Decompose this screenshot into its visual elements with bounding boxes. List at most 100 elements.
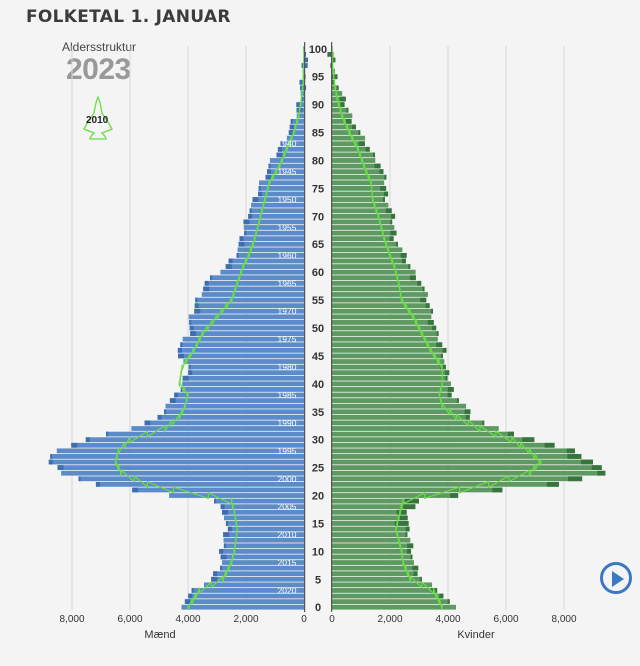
- male-bar-age-30: [85, 437, 295, 443]
- female-bar-age-67: [332, 230, 397, 236]
- male-bar-age-71: [249, 208, 288, 214]
- male-bar-tail-55: [294, 297, 304, 303]
- female-bar-edge-13: [405, 532, 408, 538]
- female-bar-age-43: [332, 364, 446, 370]
- male-bar-age-68: [243, 225, 286, 230]
- male-bar-edge-30: [85, 437, 90, 443]
- female-bar-age-91: [332, 96, 346, 102]
- female-bar-age-22: [332, 481, 559, 487]
- male-bar-tail-47: [292, 342, 304, 348]
- birth-year-tick-1965: 1965: [278, 278, 297, 288]
- male-bar-age-23: [78, 476, 287, 482]
- female-bar-age-84: [332, 135, 366, 141]
- male-bar-age-46: [177, 347, 288, 353]
- male-bar-tail-67: [292, 230, 304, 236]
- female-bar-age-73: [332, 197, 385, 202]
- female-bar-edge-99: [327, 51, 334, 57]
- male-bar-age-17: [222, 509, 292, 515]
- male-bar-age-69: [243, 219, 290, 225]
- female-bar-age-8: [332, 560, 414, 565]
- age-tick-75: 75: [312, 183, 324, 195]
- age-tick-45: 45: [312, 351, 324, 363]
- female-bar-edge-9: [410, 554, 413, 560]
- male-bar-tail-35: [294, 409, 304, 415]
- female-bar-edge-86: [351, 124, 356, 130]
- female-bar-edge-58: [417, 280, 422, 286]
- female-bar-edge-2: [439, 593, 444, 599]
- male-bar-age-43: [188, 364, 286, 370]
- female-bar-age-54: [332, 303, 430, 309]
- male-bar-age-77: [265, 174, 292, 180]
- male-bar-age-75: [258, 186, 294, 191]
- female-bar-age-83: [332, 141, 365, 147]
- female-bar-edge-35: [464, 409, 471, 415]
- female-bar-edge-55: [420, 297, 427, 303]
- female-bar-edge-93: [336, 85, 339, 91]
- male-bar-age-34: [157, 414, 290, 420]
- female-bar-age-66: [332, 236, 394, 242]
- male-bar-age-70: [248, 213, 294, 219]
- birth-year-tick-1980: 1980: [278, 362, 297, 372]
- female-bar-age-15: [332, 521, 409, 526]
- male-bar-tail-9: [290, 554, 304, 560]
- female-bar-edge-43: [439, 364, 446, 370]
- female-bar-age-13: [332, 532, 408, 538]
- female-bar-age-72: [332, 202, 389, 208]
- age-tick-40: 40: [312, 379, 324, 391]
- male-bar-edge-79: [268, 163, 271, 169]
- male-bar-edge-86: [289, 124, 294, 130]
- female-bar-age-68: [332, 225, 395, 230]
- male-bar-age-84: [286, 135, 290, 141]
- female-axis-line: [331, 42, 333, 612]
- female-bar-edge-71: [385, 208, 392, 214]
- male-bar-edge-51: [189, 320, 192, 325]
- female-bar-age-57: [332, 286, 425, 292]
- female-bar-edge-61: [408, 264, 411, 269]
- female-bar-edge-66: [389, 236, 394, 242]
- male-bar-tail-6: [288, 571, 304, 577]
- x-tick-male-3: 2,000: [233, 614, 258, 625]
- female-bar-age-4: [332, 582, 433, 588]
- male-bar-age-12: [223, 537, 292, 543]
- male-bar-age-62: [228, 258, 292, 264]
- age-tick-15: 15: [312, 518, 324, 530]
- female-bar-age-34: [332, 414, 470, 420]
- male-bar-tail-80: [294, 158, 304, 163]
- female-outline-2010: [331, 45, 542, 611]
- birth-year-tick-1990: 1990: [278, 418, 297, 428]
- male-bar-tail-44: [290, 359, 304, 364]
- male-bar-tail-53: [286, 308, 304, 314]
- female-bar-edge-50: [432, 325, 437, 331]
- female-bar-edge-10: [407, 548, 412, 554]
- age-tick-35: 35: [312, 407, 324, 419]
- male-bar-age-6: [213, 571, 288, 577]
- male-bar-tail-85: [294, 130, 304, 135]
- age-tick-0: 0: [315, 602, 321, 614]
- male-bar-edge-45: [178, 353, 185, 359]
- male-bar-age-36: [165, 403, 288, 409]
- birth-year-tick-1955: 1955: [278, 222, 297, 232]
- male-bar-tail-50: [294, 325, 304, 331]
- male-bar-tail-60: [294, 269, 304, 275]
- male-bar-tail-1: [288, 599, 304, 605]
- female-bar-age-18: [332, 504, 416, 510]
- male-bar-tail-70: [294, 213, 304, 219]
- female-bar-edge-77: [384, 174, 387, 180]
- female-bar-age-52: [332, 314, 432, 320]
- male-bar-age-22: [95, 481, 292, 487]
- male-bar-edge-31: [106, 431, 109, 437]
- male-bar-edge-33: [144, 420, 151, 426]
- x-tick-female-0: 0: [329, 614, 335, 625]
- male-bar-tail-30: [294, 437, 304, 443]
- play-button[interactable]: [600, 562, 632, 594]
- female-bar-age-25: [332, 465, 602, 470]
- male-bar-tail-59: [290, 275, 304, 281]
- male-bar-tail-32: [292, 426, 304, 431]
- male-outline-2010: [114, 45, 305, 611]
- female-bar-age-2: [332, 593, 444, 599]
- female-bar-edge-31: [507, 431, 514, 437]
- female-bar-edge-14: [405, 526, 410, 532]
- female-bar-age-63: [332, 253, 407, 258]
- female-bar-age-41: [332, 375, 448, 381]
- male-bar-edge-41: [182, 375, 189, 381]
